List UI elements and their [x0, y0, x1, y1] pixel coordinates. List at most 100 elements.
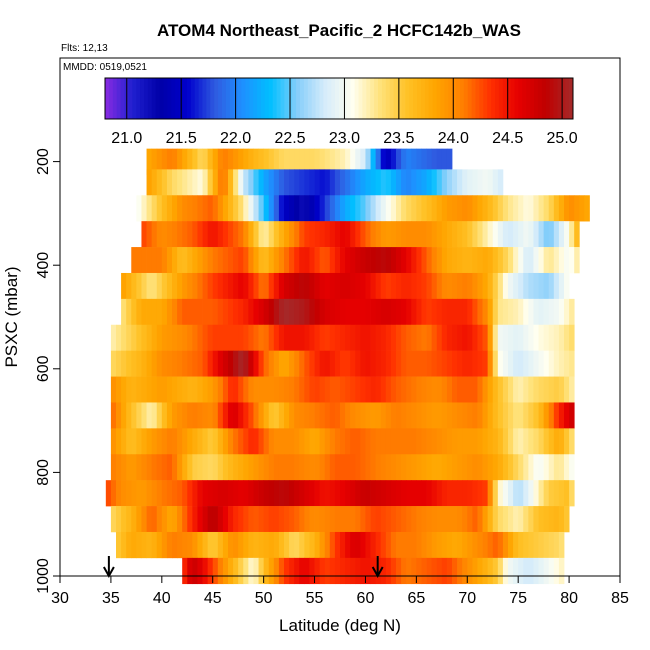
heatmap-cell [436, 247, 443, 274]
heatmap-cell [538, 324, 545, 351]
heatmap-cell [431, 531, 438, 559]
heatmap-cell [126, 454, 132, 481]
heatmap-cell [192, 148, 198, 175]
heatmap-cell [528, 247, 534, 274]
heatmap-cell [217, 247, 224, 274]
heatmap-cell [426, 428, 433, 455]
heatmap-cell [263, 148, 270, 175]
heatmap-cell [319, 247, 326, 274]
heatmap-cell [110, 506, 117, 533]
heatmap-cell [258, 169, 265, 196]
heatmap-cell [523, 557, 529, 585]
heatmap-cell [416, 298, 422, 326]
heatmap-cell [401, 402, 407, 429]
heatmap-cell [121, 531, 127, 559]
colorbar-segment [284, 78, 289, 119]
heatmap-cell [192, 195, 198, 222]
heatmap-cell [324, 506, 331, 533]
heatmap-cell [192, 169, 198, 196]
heatmap-cell [182, 272, 188, 300]
heatmap-cell [401, 169, 407, 196]
heatmap-cell [452, 480, 458, 507]
heatmap-cell [182, 221, 188, 248]
heatmap-cell [233, 247, 239, 274]
heatmap-cell [472, 195, 478, 222]
colorbar-segment [452, 78, 457, 119]
heatmap-cell [222, 454, 229, 481]
heatmap-cell [508, 298, 514, 326]
heatmap-cell [131, 376, 137, 403]
heatmap-cell [482, 428, 489, 455]
heatmap-cell [497, 272, 504, 300]
heatmap-cell [426, 298, 433, 326]
heatmap-cell [243, 376, 249, 403]
heatmap-cell [553, 454, 560, 481]
heatmap-cell [197, 169, 203, 196]
heatmap-cell [436, 480, 443, 507]
colorbar-segment [335, 78, 340, 119]
heatmap-cell [584, 195, 590, 222]
heatmap-cell [304, 169, 310, 196]
heatmap-cell [569, 480, 575, 507]
heatmap-cell [492, 169, 499, 196]
heatmap-cell [390, 195, 397, 222]
heatmap-cell [482, 376, 489, 403]
heatmap-cell [411, 428, 417, 455]
heatmap-cell [452, 376, 458, 403]
heatmap-cell [370, 350, 377, 377]
heatmap-cell [299, 195, 305, 222]
heatmap-cell [329, 480, 336, 507]
heatmap-cell [105, 480, 112, 507]
heatmap-cell [334, 169, 341, 196]
heatmap-cell [166, 195, 173, 222]
heatmap-cell [502, 428, 509, 455]
heatmap-cell [492, 247, 499, 274]
heatmap-cell [421, 247, 427, 274]
heatmap-cell [284, 247, 290, 274]
heatmap-cell [350, 557, 356, 585]
x-tick-label: 70 [458, 590, 476, 607]
heatmap-cell [340, 148, 346, 175]
heatmap-cell [564, 272, 570, 300]
x-tick-label: 45 [204, 590, 222, 607]
heatmap-cell [558, 480, 565, 507]
heatmap-cell [396, 454, 402, 481]
heatmap-cell [314, 247, 321, 274]
heatmap-cell [502, 298, 509, 326]
heatmap-cell [258, 298, 265, 326]
heatmap-cell [370, 169, 377, 196]
heatmap-cell [136, 480, 142, 507]
heatmap-cell [228, 221, 234, 248]
heatmap-cell [523, 376, 529, 403]
heatmap-cell [334, 195, 341, 222]
heatmap-cell [523, 272, 529, 300]
heatmap-cell [426, 195, 433, 222]
heatmap-cell [161, 428, 168, 455]
heatmap-cell [222, 557, 229, 585]
heatmap-cell [258, 480, 265, 507]
x-tick-label: 60 [357, 590, 375, 607]
heatmap-cell [299, 506, 305, 533]
heatmap-cell [294, 557, 300, 585]
heatmap-cell [329, 557, 336, 585]
heatmap-cell [406, 531, 412, 559]
heatmap-cell [289, 195, 295, 222]
heatmap-cell [411, 272, 417, 300]
colorbar-segment [241, 78, 246, 119]
heatmap-cell [421, 480, 427, 507]
heatmap-cell [228, 531, 234, 559]
heatmap-cell [385, 169, 392, 196]
heatmap-cell [543, 247, 550, 274]
heatmap-cell [380, 428, 387, 455]
heatmap-cell [553, 531, 560, 559]
heatmap-cell [411, 247, 417, 274]
heatmap-cell [436, 402, 443, 429]
heatmap-cell [324, 272, 331, 300]
heatmap-cell [396, 148, 402, 175]
heatmap-cell [222, 324, 229, 351]
heatmap-cell [533, 350, 539, 377]
heatmap-cell [182, 506, 188, 533]
heatmap-cell [263, 247, 270, 274]
heatmap-cell [467, 531, 473, 559]
heatmap-cell [441, 350, 448, 377]
